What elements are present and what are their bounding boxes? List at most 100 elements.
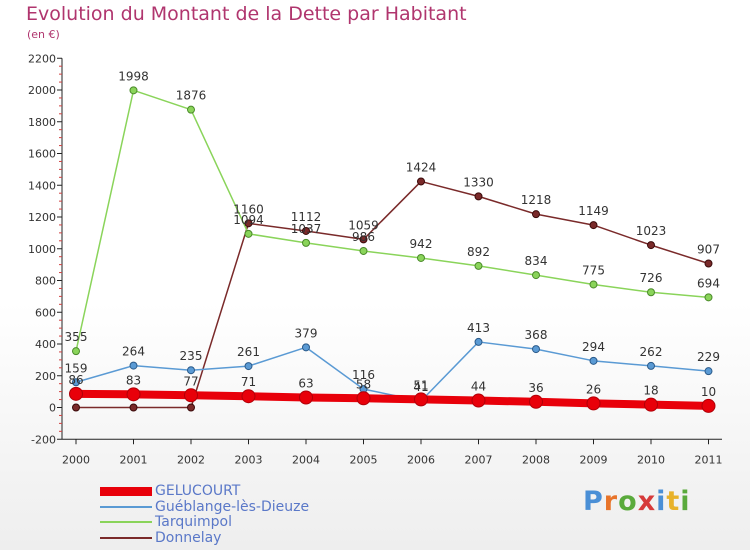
x-tick-label: 2003 (235, 453, 263, 466)
data-label-donnelay: 1160 (233, 202, 264, 216)
x-tick-label: 2006 (407, 453, 435, 466)
data-point-donnelay (72, 403, 80, 412)
y-tick-label: 1200 (28, 211, 56, 224)
data-label-gueblange-les-dieuze: 116 (352, 368, 375, 382)
chart-title: Evolution du Montant de la Dette par Hab… (26, 3, 467, 25)
data-label-gueblange-les-dieuze: 294 (582, 340, 605, 354)
data-label-tarquimpol: 942 (410, 237, 433, 251)
data-label-donnelay: 1218 (521, 193, 552, 207)
logo-letter: x (637, 486, 657, 517)
data-label-gueblange-les-dieuze: 413 (467, 321, 490, 335)
y-tick-label: 1800 (28, 116, 56, 129)
data-point-gelucourt (586, 396, 601, 411)
data-label-donnelay: 1149 (578, 204, 609, 218)
y-tick-label: 1600 (28, 148, 56, 161)
x-tick-label: 2005 (350, 453, 378, 466)
x-tick-label: 2001 (120, 453, 148, 466)
data-point-gueblange-les-dieuze (532, 345, 540, 354)
data-label-donnelay: 1330 (463, 175, 494, 189)
series-line-tarquimpol (75, 89, 710, 352)
x-tick-label: 2000 (62, 453, 90, 466)
data-point-donnelay (302, 226, 310, 235)
y-tick-label: 1000 (28, 243, 56, 256)
data-point-gueblange-les-dieuze (589, 356, 598, 365)
series-line-donnelay (75, 180, 710, 409)
data-point-tarquimpol (187, 105, 195, 114)
data-point-gelucourt (299, 390, 313, 405)
data-label-gueblange-les-dieuze: 235 (180, 349, 203, 363)
legend-label-tarquimpol: Tarquimpol (155, 514, 232, 530)
data-point-tarquimpol (72, 347, 80, 356)
y-tick-label: 200 (35, 370, 56, 383)
data-point-tarquimpol (532, 271, 540, 280)
data-point-donnelay (244, 219, 253, 228)
data-point-donnelay (417, 177, 425, 186)
data-point-gueblange-les-dieuze (704, 367, 713, 376)
data-point-donnelay (704, 259, 713, 268)
data-label-donnelay: 1112 (291, 210, 322, 224)
data-point-gelucourt (69, 386, 83, 401)
data-label-tarquimpol: 834 (525, 254, 548, 268)
data-point-donnelay (532, 210, 540, 219)
y-tick-labels: -200 0 200 400 600 800 1000 1200 1400 1600 1800 200… (28, 52, 56, 446)
data-label-gelucourt: 36 (528, 381, 543, 395)
data-point-donnelay (129, 403, 138, 412)
legend-label-gelucourt: GELUCOURT (155, 483, 241, 499)
data-point-gueblange-les-dieuze (187, 366, 195, 375)
data-label-tarquimpol: 986 (352, 230, 375, 244)
data-label-donnelay: 1424 (406, 160, 437, 174)
y-tick-label: 2000 (28, 84, 56, 97)
y-tick-label: -200 (31, 433, 56, 446)
data-point-donnelay (647, 241, 655, 250)
data-label-gueblange-les-dieuze: 229 (697, 350, 720, 364)
x-tick-label: 2011 (695, 453, 723, 466)
data-label-tarquimpol: 1876 (176, 89, 207, 103)
logo-letter: P (583, 486, 604, 517)
data-point-gelucourt (414, 392, 428, 407)
data-label-gueblange-les-dieuze: 264 (122, 345, 145, 359)
data-label-gelucourt: 44 (471, 380, 486, 394)
data-point-tarquimpol (359, 246, 368, 255)
data-point-gelucourt (241, 389, 256, 404)
data-label-donnelay: 1023 (636, 224, 667, 238)
x-tick-labels: 2000 2001 2002 2003 2004 2005 2006 2007 2008 2009… (62, 453, 723, 466)
data-point-gueblange-les-dieuze (474, 337, 483, 346)
data-point-tarquimpol (647, 288, 655, 297)
data-point-gueblange-les-dieuze (244, 362, 253, 371)
data-point-gelucourt (701, 398, 716, 413)
legend-swatch-gelucourt (100, 487, 152, 496)
data-label-gelucourt: 58 (356, 377, 371, 391)
data-label-gueblange-les-dieuze: 261 (237, 345, 260, 359)
data-label-gelucourt: 26 (586, 382, 601, 396)
data-label-gueblange-les-dieuze: 379 (295, 326, 318, 340)
data-point-gueblange-les-dieuze (302, 343, 310, 352)
series-points (69, 86, 716, 413)
data-point-donnelay (359, 235, 368, 244)
x-tick-label: 2004 (292, 453, 320, 466)
data-point-tarquimpol (244, 229, 253, 238)
data-label-gueblange-les-dieuze: 159 (65, 361, 88, 375)
x-tick-label: 2007 (465, 453, 493, 466)
x-tick-label: 2010 (637, 453, 665, 466)
data-point-tarquimpol (589, 280, 598, 289)
data-label-tarquimpol: 694 (697, 276, 720, 290)
data-point-tarquimpol (704, 293, 713, 302)
logo-letter: r (603, 486, 619, 517)
data-label-gueblange-les-dieuze: 368 (525, 328, 548, 342)
data-point-gelucourt (644, 397, 658, 412)
data-label-gelucourt: 77 (183, 374, 198, 388)
data-point-gelucourt (356, 391, 371, 406)
data-label-gueblange-les-dieuze: 41 (413, 380, 428, 394)
data-label-gelucourt: 71 (241, 375, 256, 389)
y-tick-label: 1400 (28, 179, 56, 192)
data-point-donnelay (187, 403, 195, 412)
data-point-gelucourt (184, 388, 198, 403)
data-label-gelucourt: 63 (298, 376, 313, 390)
data-point-tarquimpol (417, 253, 425, 262)
data-point-tarquimpol (129, 86, 138, 95)
data-label-donnelay: 1059 (348, 218, 379, 232)
series-line-gelucourt (72, 389, 713, 410)
data-label-tarquimpol: 726 (640, 271, 663, 285)
proxiti-logo[interactable]: Proxiti (583, 486, 691, 517)
